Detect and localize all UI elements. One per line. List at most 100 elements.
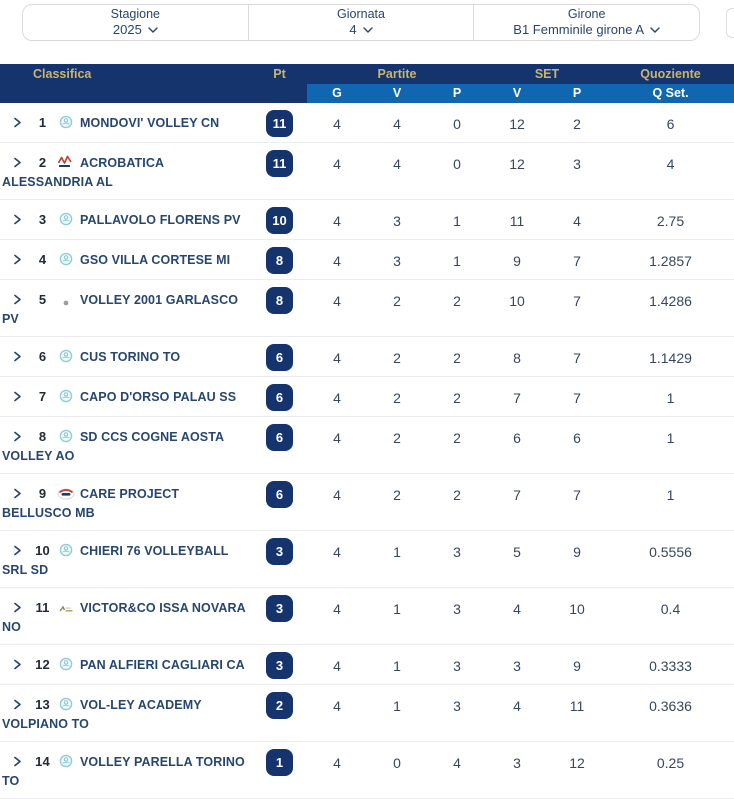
team-name[interactable]: VICTOR&CO ISSA NOVARA NO [2, 601, 246, 634]
wide-logo-icon [57, 602, 74, 619]
points-cell: 3 [252, 531, 307, 565]
points-badge: 10 [266, 207, 293, 234]
points-cell: 8 [252, 240, 307, 274]
subheader-g: G [307, 84, 367, 103]
set-quotient: 1 [666, 487, 675, 503]
team-name[interactable]: PALLAVOLO FLORENS PV [80, 213, 241, 227]
volleyball-club-icon [57, 212, 74, 231]
sets-won: 11 [509, 213, 525, 229]
set-quotient: 1 [666, 430, 675, 446]
table-header-row: Classifica Pt Partite SET Quoziente [0, 64, 734, 84]
set-quotient: 0.3333 [649, 658, 692, 674]
matches-played: 4 [333, 253, 341, 269]
expand-chevron-icon[interactable] [12, 544, 23, 556]
expand-chevron-icon[interactable] [12, 350, 23, 362]
expand-chevron-icon[interactable] [12, 698, 23, 710]
expand-chevron-icon[interactable] [12, 487, 23, 499]
sets-lost: 3 [573, 156, 581, 172]
team-cell[interactable]: 12 PAN ALFIERI CAGLIARI CA [0, 645, 252, 684]
points-cell: 2 [252, 685, 307, 719]
team-cell[interactable]: 5 VOLLEY 2001 GARLASCO PV [0, 280, 252, 336]
team-cell[interactable]: 10 CHIERI 76 VOLLEYBALL SRL SD [0, 531, 252, 587]
matchday-select[interactable]: Giornata 4 [247, 5, 474, 40]
points-badge: 6 [266, 481, 293, 508]
team-cell[interactable]: 9 CARE PROJECT BELLUSCO MB [0, 474, 252, 530]
matches-lost: 2 [453, 293, 461, 309]
sets-lost: 7 [573, 293, 581, 309]
season-value[interactable]: 2025 [112, 21, 142, 37]
sets-won: 7 [513, 390, 521, 406]
team-cell[interactable]: 7 CAPO D'ORSO PALAU SS [0, 377, 252, 416]
expand-chevron-icon[interactable] [12, 658, 23, 670]
cut-off-element [726, 8, 734, 38]
table-row: 3 PALLAVOLO FLORENS PV 10 4 3 1 11 4 2.75 [0, 200, 734, 240]
set-quotient: 2.75 [656, 213, 685, 229]
matches-won: 1 [393, 698, 401, 714]
sets-lost: 7 [573, 350, 581, 366]
team-name[interactable]: SD CCS COGNE AOSTA VOLLEY AO [2, 430, 224, 463]
sets-won: 5 [513, 544, 521, 560]
points-badge: 6 [266, 424, 293, 451]
team-name[interactable]: PAN ALFIERI CAGLIARI CA [80, 658, 245, 672]
team-cell[interactable]: 3 PALLAVOLO FLORENS PV [0, 200, 252, 239]
expand-chevron-icon[interactable] [12, 293, 23, 305]
matchday-label: Giornata [337, 6, 385, 21]
expand-chevron-icon[interactable] [12, 755, 23, 767]
matches-played: 4 [333, 601, 341, 617]
expand-chevron-icon[interactable] [12, 213, 23, 225]
points-cell: 6 [252, 337, 307, 371]
matchday-value[interactable]: 4 [349, 21, 357, 37]
team-cell[interactable]: 13 VOL-LEY ACADEMY VOLPIANO TO [0, 685, 252, 741]
expand-chevron-icon[interactable] [12, 430, 23, 442]
volleyball-club-icon [57, 543, 74, 562]
team-name[interactable]: ACROBATICA ALESSANDRIA AL [2, 156, 164, 189]
matches-played: 4 [333, 293, 341, 309]
group-select[interactable]: Girone B1 Femminile girone A [473, 5, 699, 40]
team-name[interactable]: CUS TORINO TO [80, 350, 181, 364]
group-value[interactable]: B1 Femminile girone A [513, 21, 645, 37]
matches-lost: 3 [453, 544, 461, 560]
matches-played: 4 [333, 755, 341, 771]
filter-bar: Stagione 2025 Giornata 4 Girone B1 Femmi… [22, 4, 700, 41]
team-cell[interactable]: 11 VICTOR&CO ISSA NOVARA NO [0, 588, 252, 644]
points-badge: 2 [266, 692, 293, 719]
team-cell[interactable]: 4 GSO VILLA CORTESE MI [0, 240, 252, 279]
expand-chevron-icon[interactable] [12, 390, 23, 402]
sets-won: 6 [513, 430, 521, 446]
team-name[interactable]: GSO VILLA CORTESE MI [80, 253, 231, 267]
team-name[interactable]: VOLLEY 2001 GARLASCO PV [2, 293, 239, 326]
points-badge: 11 [266, 150, 293, 177]
expand-chevron-icon[interactable] [12, 601, 23, 613]
team-cell[interactable]: 2 ACROBATICA ALESSANDRIA AL [0, 143, 252, 199]
team-cell[interactable]: 8 SD CCS COGNE AOSTA VOLLEY AO [0, 417, 252, 473]
expand-chevron-icon[interactable] [12, 116, 23, 128]
team-cell[interactable]: 14 VOLLEY PARELLA TORINO TO [0, 742, 252, 798]
team-cell[interactable]: 1 MONDOVI' VOLLEY CN [0, 103, 252, 142]
matches-lost: 2 [453, 390, 461, 406]
matches-lost: 0 [453, 116, 461, 132]
team-name[interactable]: MONDOVI' VOLLEY CN [80, 116, 220, 130]
matches-won: 2 [393, 487, 401, 503]
matches-lost: 3 [453, 601, 461, 617]
subheader-v: V [367, 84, 427, 103]
volleyball-club-icon [57, 754, 74, 773]
points-badge: 11 [266, 110, 293, 137]
table-row: 9 CARE PROJECT BELLUSCO MB 6 4 2 2 7 7 1 [0, 474, 734, 531]
table-row: 12 PAN ALFIERI CAGLIARI CA 3 4 1 3 3 9 0.3333 [0, 645, 734, 685]
expand-chevron-icon[interactable] [12, 156, 23, 168]
set-quotient: 0.5556 [649, 544, 692, 560]
rank-number: 13 [35, 697, 50, 712]
team-cell[interactable]: 6 CUS TORINO TO [0, 337, 252, 376]
team-name[interactable]: CHIERI 76 VOLLEYBALL SRL SD [2, 544, 229, 577]
table-row: 13 VOL-LEY ACADEMY VOLPIANO TO 2 4 1 3 4 11 0.36… [0, 685, 734, 742]
rank-number: 9 [38, 486, 47, 501]
matches-lost: 2 [453, 430, 461, 446]
sets-lost: 2 [573, 116, 581, 132]
team-name[interactable]: CARE PROJECT BELLUSCO MB [2, 487, 180, 520]
season-select[interactable]: Stagione 2025 [23, 5, 248, 40]
set-quotient: 0.25 [656, 755, 685, 771]
header-classifica: Classifica [33, 67, 92, 81]
team-name[interactable]: CAPO D'ORSO PALAU SS [80, 390, 237, 404]
matches-won: 0 [393, 755, 401, 771]
expand-chevron-icon[interactable] [12, 253, 23, 265]
